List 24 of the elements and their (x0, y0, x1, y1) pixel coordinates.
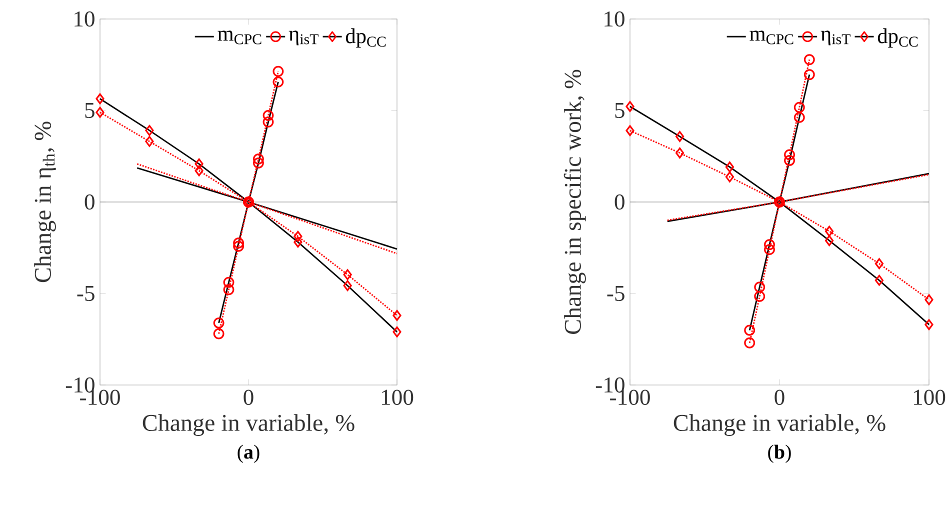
y-tick-label: 0 (84, 194, 94, 210)
x-tick-label: 0 (244, 390, 254, 405)
text: (b) (768, 444, 791, 463)
legend-label: m$_{CPC}$ (218, 30, 262, 44)
legend-label: m$_{CPC}$ (750, 30, 794, 44)
text: (a) (238, 444, 260, 463)
legend-label: dp$_{CC}$ (346, 28, 386, 48)
y-tick-label: 10 (604, 11, 624, 27)
x-tick-label: 100 (382, 390, 414, 405)
y-tick-label: 10 (74, 11, 94, 27)
y-tick-label: 5 (85, 102, 94, 118)
legend-label: dp$_{CC}$ (878, 28, 918, 48)
legend-label: η$_{isT}$ (820, 30, 850, 46)
x-axis-title: Change in variable, % (674, 414, 886, 436)
y-tick-label: 5 (615, 102, 624, 118)
y-axis-title: Change in specific work, % (564, 70, 586, 334)
y-tick-label: -5 (77, 286, 94, 302)
y-axis-title: Change in η$_{th}$, % (34, 122, 56, 282)
x-tick-label: 100 (914, 390, 946, 405)
x-tick-label: 0 (774, 390, 784, 405)
y-tick-label: -5 (607, 286, 624, 302)
y-tick-label: 0 (614, 194, 624, 210)
legend-label: η$_{isT}$ (288, 30, 318, 46)
x-axis-title: Change in variable, % (142, 414, 354, 436)
